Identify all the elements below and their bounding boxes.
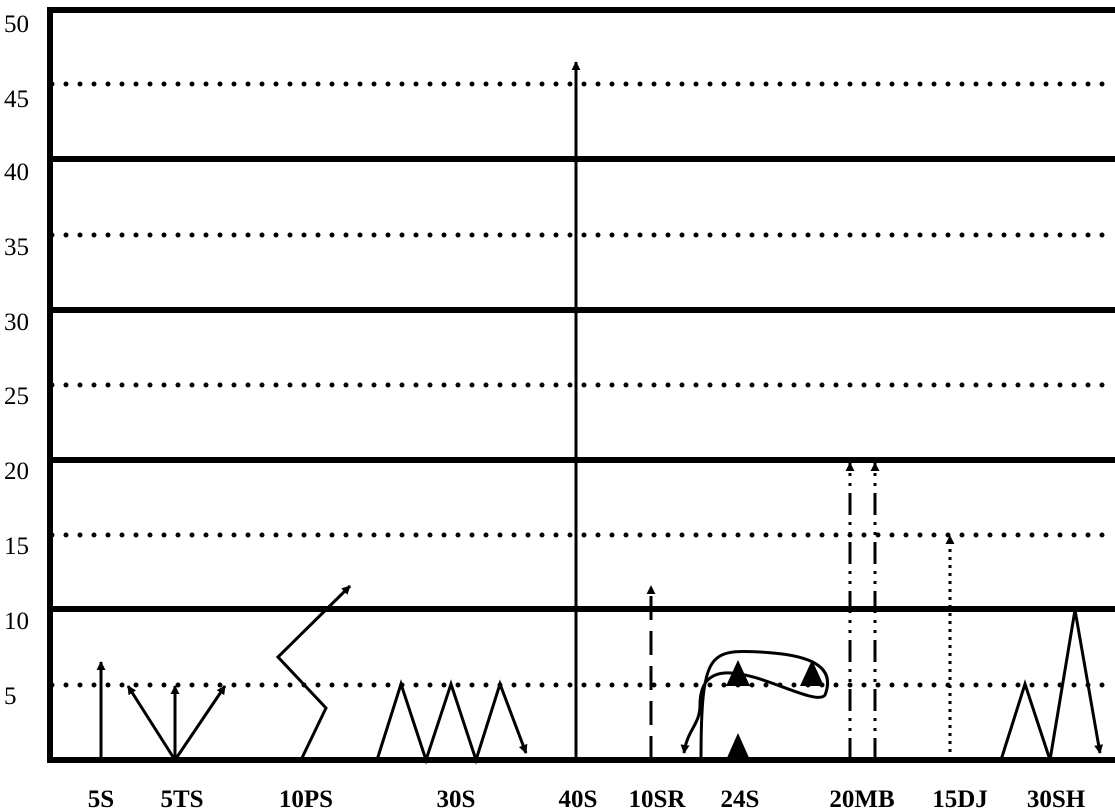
triangle-marker-24s-start [726, 733, 750, 760]
route-30sh [999, 609, 1104, 761]
tick-label-20: 20 [4, 458, 29, 485]
tick-label-50: 50 [4, 11, 29, 38]
tick-label-5: 5 [4, 683, 17, 710]
route-label-5s: 5S [88, 786, 114, 812]
tick-label-25: 25 [4, 383, 29, 410]
route-label-10sr: 10SR [629, 786, 687, 812]
y-axis-labels: 50 45 40 35 30 25 20 15 10 5 [4, 11, 29, 710]
route-20mb [845, 462, 880, 760]
route-label-30s: 30S [437, 786, 476, 812]
route-label-15dj: 15DJ [932, 786, 988, 812]
tick-label-35: 35 [4, 234, 29, 261]
triangle-marker-24s-upper [726, 660, 750, 686]
route-label-24s: 24S [721, 786, 760, 812]
route-label-20mb: 20MB [829, 786, 894, 812]
routes [96, 61, 1104, 765]
route-5ts-right [173, 685, 227, 761]
route-label-30sh: 30SH [1027, 786, 1086, 812]
triangle-marker-24s-right [800, 660, 824, 686]
route-label-5ts: 5TS [160, 786, 203, 812]
tick-label-15: 15 [4, 533, 29, 560]
tick-label-10: 10 [4, 608, 29, 635]
route-30s [375, 679, 528, 765]
route-labels: 5S 5TS 10PS 30S 40S 10SR 24S 20MB 15DJ 3… [88, 786, 1086, 812]
field [47, 7, 1115, 763]
tick-label-45: 45 [4, 86, 29, 113]
route-label-40s: 40S [559, 786, 598, 812]
tick-label-40: 40 [4, 159, 29, 186]
route-5ts [126, 685, 227, 761]
position-markers [726, 660, 824, 760]
tick-label-30: 30 [4, 309, 29, 336]
route-24s-loop [680, 650, 829, 761]
route-10ps [275, 584, 352, 761]
route-5ts-left [126, 685, 177, 761]
route-label-10ps: 10PS [279, 786, 333, 812]
